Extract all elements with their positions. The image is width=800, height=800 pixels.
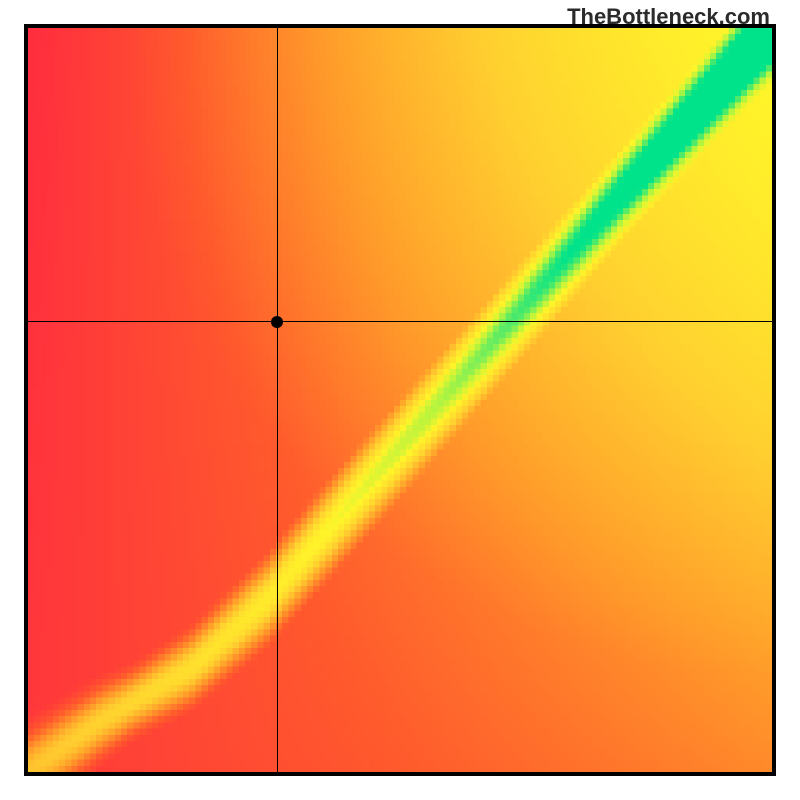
watermark-text: TheBottleneck.com <box>567 4 770 30</box>
crosshair-horizontal <box>28 321 772 322</box>
crosshair-vertical <box>277 28 278 772</box>
chart-container: TheBottleneck.com <box>0 0 800 800</box>
heatmap-canvas <box>24 24 776 776</box>
